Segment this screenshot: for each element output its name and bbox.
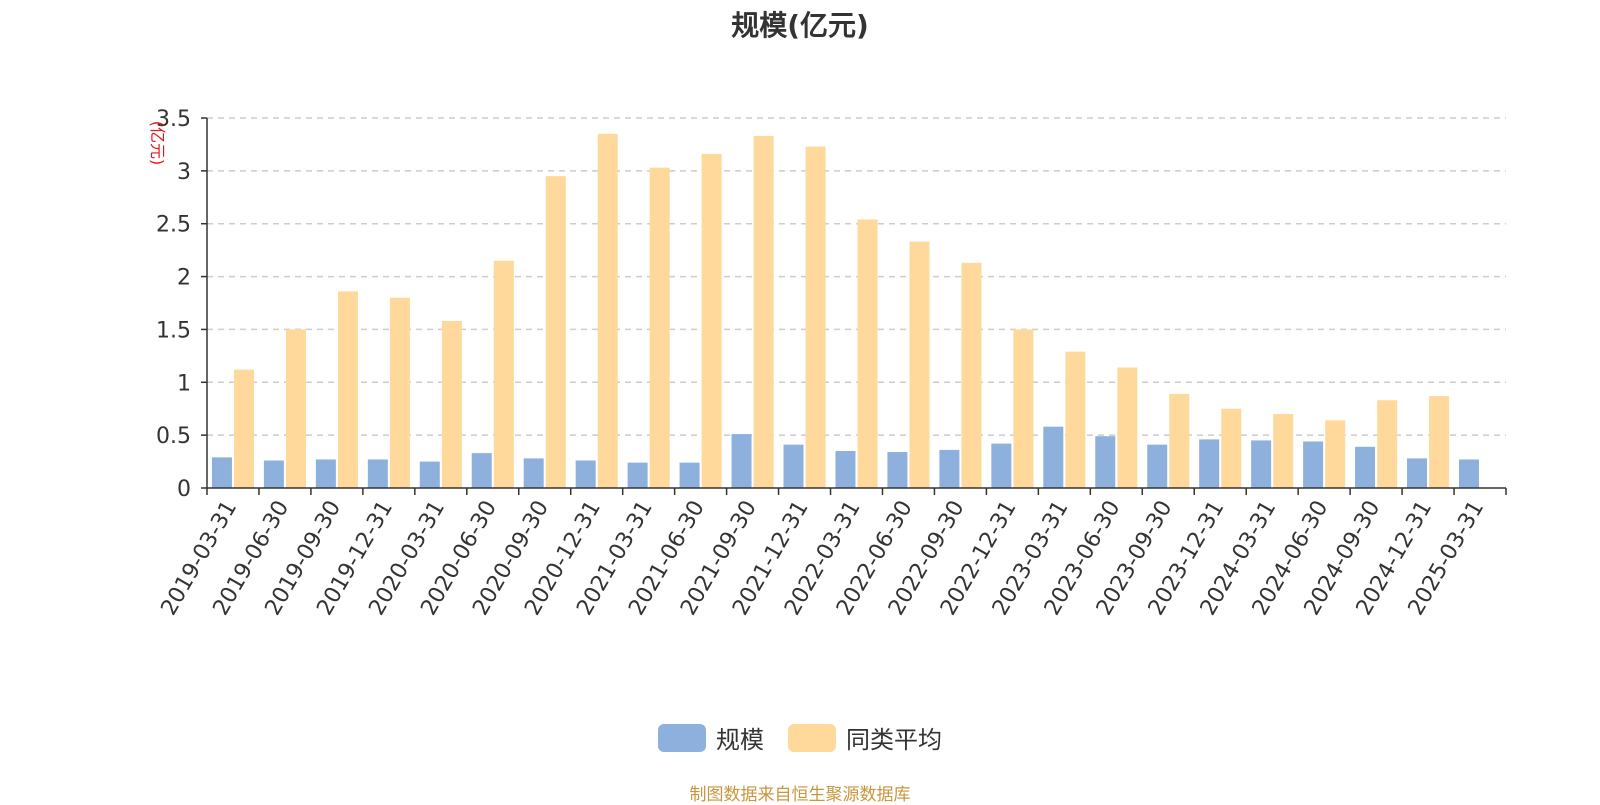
bar-peer-average [1429, 396, 1450, 488]
bar-peer-average [805, 146, 826, 489]
bar-peer-average [285, 329, 306, 488]
bar-peer-average [1325, 420, 1346, 488]
bar-scale [575, 460, 596, 488]
bar-peer-average [701, 153, 722, 488]
bar-peer-average [909, 241, 930, 488]
bar-scale [731, 434, 752, 488]
legend-label-scale: 规模 [716, 726, 764, 754]
legend-item-scale[interactable]: 规模 [658, 720, 764, 755]
bar-peer-average [1117, 367, 1138, 488]
bar-scale [1043, 426, 1064, 488]
legend-swatch-peer-average [788, 723, 836, 752]
bar-peer-average [441, 320, 462, 488]
bar-peer-average [597, 133, 618, 488]
legend-item-peer-average[interactable]: 同类平均 [788, 720, 942, 755]
bar-scale [939, 449, 960, 488]
bar-scale [523, 458, 544, 488]
y-tick-label: 2 [177, 266, 191, 291]
bar-scale [835, 451, 856, 488]
bar-scale [263, 460, 284, 488]
legend-label-peer-average: 同类平均 [846, 726, 942, 754]
y-tick-label: 2.5 [156, 213, 191, 238]
legend: 规模 同类平均 [0, 720, 1600, 755]
bar-chart: 00.511.522.533.5(亿元)2019-03-312019-06-30… [148, 107, 1507, 620]
bar-peer-average [1377, 400, 1398, 488]
bar-scale [1095, 436, 1116, 488]
bar-scale [1355, 446, 1376, 488]
bar-peer-average [1169, 393, 1190, 488]
bar-peer-average [1273, 414, 1294, 488]
bar-scale [783, 444, 804, 488]
bar-peer-average [649, 167, 670, 488]
bar-peer-average [493, 260, 514, 488]
bar-scale [1199, 439, 1220, 488]
bar-peer-average [337, 291, 358, 488]
bar-scale [679, 462, 700, 488]
bar-peer-average [1221, 408, 1242, 488]
bar-scale [1407, 458, 1428, 488]
bar-scale [1147, 444, 1168, 488]
y-tick-label: 3.5 [156, 107, 191, 132]
bar-scale [627, 462, 648, 488]
legend-swatch-scale [658, 723, 706, 752]
bar-peer-average [753, 135, 774, 488]
bar-peer-average [545, 176, 566, 488]
bar-peer-average [1013, 329, 1034, 488]
bar-scale [419, 461, 440, 488]
y-tick-label: 0 [177, 477, 191, 502]
bar-scale [315, 459, 336, 488]
bar-scale [991, 443, 1012, 488]
bar-scale [211, 457, 232, 488]
bar-peer-average [389, 297, 410, 488]
bar-scale [471, 453, 492, 488]
y-tick-label: 3 [177, 160, 191, 185]
bar-scale [367, 459, 388, 488]
y-tick-label: 0.5 [156, 424, 191, 449]
bar-scale [1303, 441, 1324, 488]
bar-scale [1458, 459, 1479, 488]
bar-scale [1251, 440, 1272, 488]
chart-title: 规模(亿元) [731, 9, 869, 42]
bar-peer-average [857, 219, 878, 488]
y-axis-label: (亿元) [148, 121, 167, 166]
y-tick-label: 1 [177, 371, 191, 396]
bar-scale [887, 452, 908, 488]
bar-peer-average [1065, 351, 1086, 488]
bar-peer-average [961, 262, 982, 488]
bar-peer-average [234, 369, 255, 488]
data-source-note: 制图数据来自恒生聚源数据库 [689, 785, 911, 805]
y-tick-label: 1.5 [156, 318, 191, 343]
